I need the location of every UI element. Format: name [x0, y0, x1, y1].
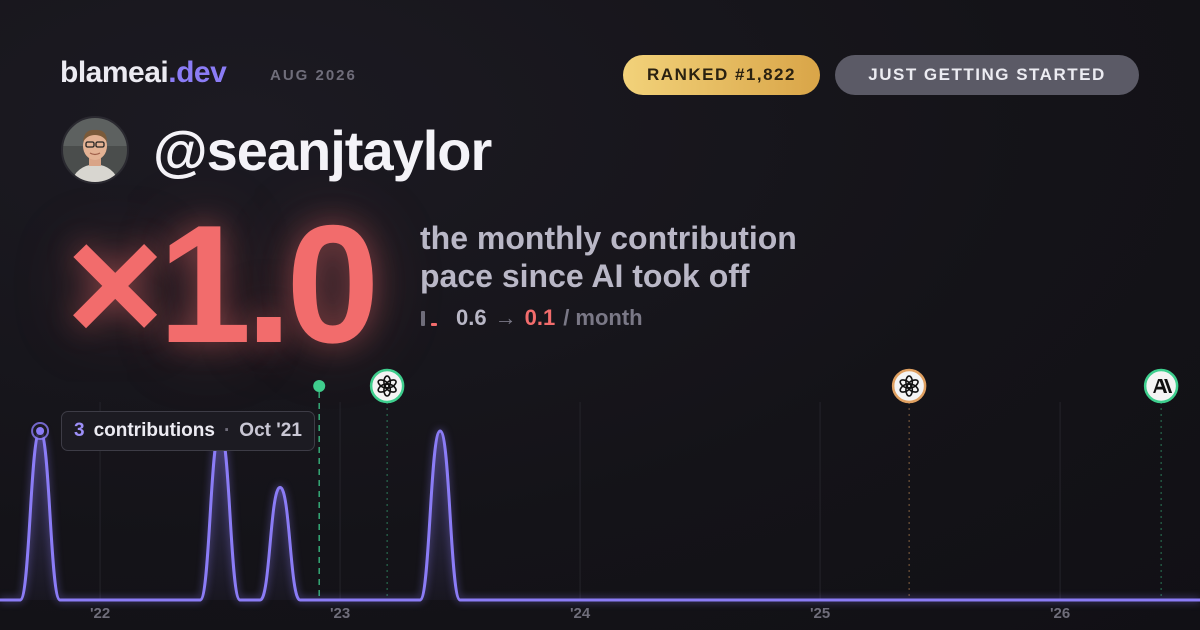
event-marker [1143, 368, 1179, 600]
x-tick-label: '24 [570, 605, 591, 622]
event-icon-bg [369, 368, 405, 404]
event-marker [313, 380, 326, 600]
openai-petal [899, 379, 912, 389]
x-tick-label: '23 [330, 605, 350, 622]
event-dot [313, 380, 326, 392]
event-icon-bg [1143, 368, 1179, 404]
x-tick-label: '26 [1050, 605, 1070, 622]
event-marker [891, 368, 927, 600]
level-badge: JUST GETTING STARTED [835, 55, 1139, 95]
brand-name: blameai [60, 56, 169, 89]
tooltip-label: contributions [93, 420, 215, 441]
line [0, 429, 1200, 602]
brand: blameai.dev [60, 56, 227, 90]
pace-stats: 0.6 → 0.1 / month [420, 305, 643, 331]
hover-point [36, 427, 45, 435]
event-marker [369, 368, 405, 600]
x-tick-label: '25 [810, 605, 830, 622]
rank-badge: RANKED #1,822 [623, 55, 820, 95]
multiplier: ×1.0 [66, 190, 380, 378]
x-tick-label: '22 [90, 605, 110, 622]
pace-unit: / month [563, 305, 643, 330]
pace-before: 0.6 [456, 305, 487, 330]
pace-after: 0.1 [524, 305, 556, 330]
anthropic-logo [1153, 379, 1173, 393]
tooltip: 3 contributions · Oct '21 [61, 411, 315, 451]
avatar [61, 116, 129, 184]
trend-icon [421, 311, 437, 326]
openai-petal [377, 379, 390, 389]
event-icon-bg [891, 368, 927, 404]
brand-tld: .dev [168, 56, 227, 89]
tooltip-date: Oct '21 [239, 420, 302, 441]
event-markers [313, 368, 1179, 600]
description-line: pace since AI took off [420, 258, 750, 294]
tooltip-value: 3 [74, 420, 85, 441]
description-line: the monthly contribution [420, 220, 797, 256]
date: AUG 2026 [270, 67, 357, 84]
tooltip-separator: · [223, 420, 231, 441]
area [0, 431, 1200, 600]
handle: @seanjtaylor [153, 119, 492, 182]
pace-arrow: → [494, 305, 517, 330]
